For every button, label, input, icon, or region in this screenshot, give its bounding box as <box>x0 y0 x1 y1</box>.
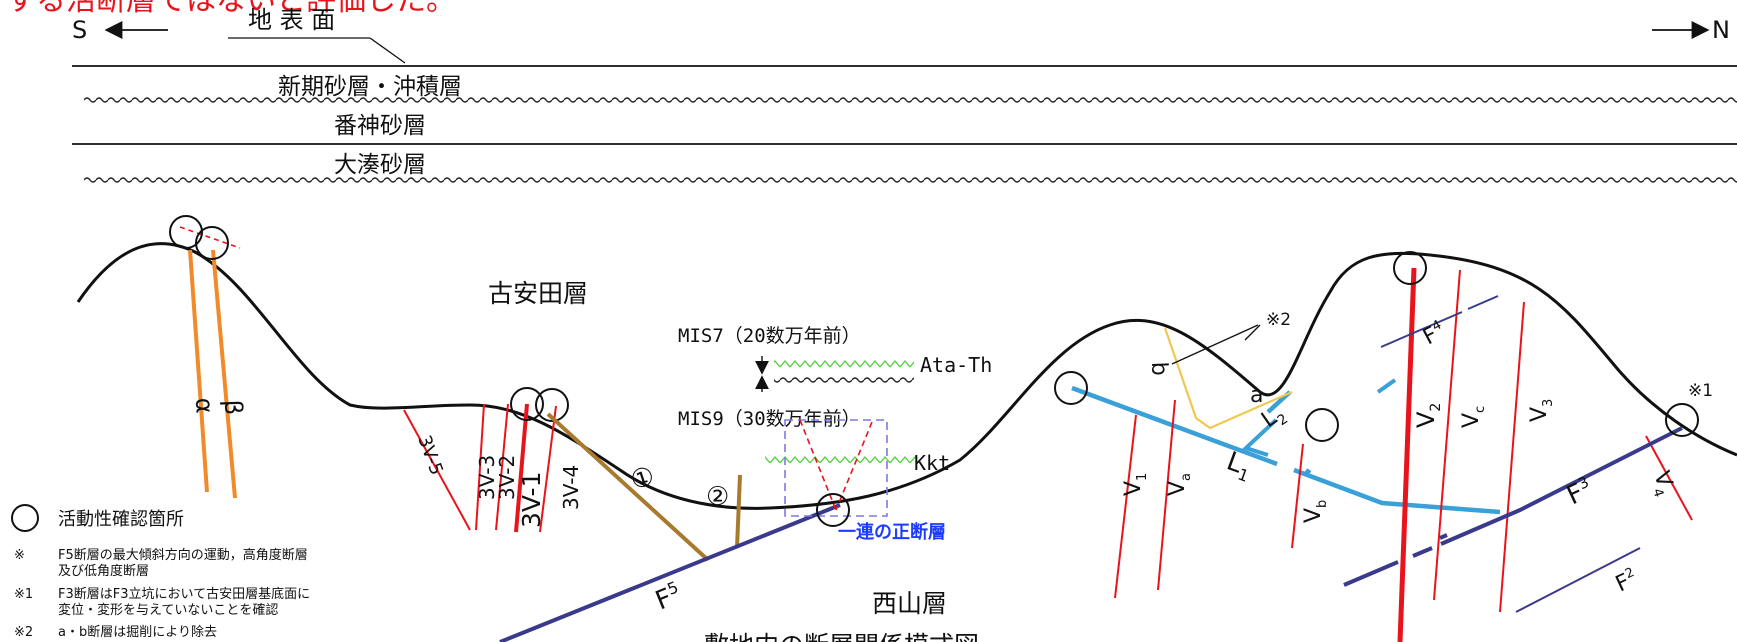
b-leader <box>1171 324 1259 365</box>
activity-check-circle-l1 <box>1054 371 1088 405</box>
surface-leader <box>369 37 406 64</box>
activity-check-circle-3v4 <box>535 388 569 422</box>
fault-3v5 <box>403 409 471 531</box>
activity-check-circle-beta <box>195 226 229 260</box>
beta-label: β <box>219 399 248 415</box>
l1-fault-segment <box>1304 468 1312 475</box>
alpha-beta-dashed-link <box>179 226 241 249</box>
legend-note1-mark: ※1 <box>14 587 33 602</box>
surface-label: 地 表 面 <box>248 6 335 34</box>
legend-note2-mark: ※2 <box>14 625 33 640</box>
newer-sand-label: 新期砂層・沖積層 <box>278 74 462 100</box>
activity-check-circle-l2 <box>1305 408 1339 442</box>
north-label: N <box>1712 16 1730 44</box>
figure-caption: 敷地内の断層関係模式図 <box>704 631 979 642</box>
mis7-label: MIS7（20数万年前） <box>678 325 861 347</box>
nishiyama-label: 西山層 <box>872 589 947 618</box>
alpha-fault <box>188 249 209 493</box>
mis-unconformity <box>774 376 914 384</box>
v2-label: V2 <box>1412 403 1444 428</box>
header-note: する活断層ではないと評価した。 <box>6 0 456 18</box>
beta-fault <box>211 249 237 499</box>
v4-label: V4 <box>1644 468 1679 499</box>
kkt-tephra <box>765 455 917 463</box>
nishiyama-top-boundary <box>76 242 1737 510</box>
legend-circle-icon <box>11 504 39 532</box>
fault-3v1 <box>514 403 529 533</box>
note2-mark: ※2 <box>1266 310 1291 330</box>
fault-2-label: ② <box>706 482 729 512</box>
legend-note1-line2: 変位・変形を与えていないことを確認 <box>58 602 278 618</box>
vb-label: Vb <box>1301 500 1330 523</box>
dashed-normal-fault-left <box>799 419 837 511</box>
v3-label: V3 <box>1527 399 1556 422</box>
furuyasuda-label: 古安田層 <box>488 279 588 308</box>
activity-check-circle-v2 <box>1393 251 1427 285</box>
ata-th-label: Ata-Th <box>920 353 992 377</box>
fault-3v4 <box>539 405 557 533</box>
fault-2 <box>735 474 742 549</box>
detail-dashed-box <box>784 419 888 517</box>
legend-note0-mark: ※ <box>14 548 25 563</box>
f5-fault <box>499 503 841 642</box>
f3-fault <box>1343 426 1683 587</box>
l2-fault-lower <box>1242 418 1278 457</box>
v2-fault <box>1397 267 1417 642</box>
f4-fault <box>1380 295 1499 348</box>
normal-fault-series-label: 一連の正断層 <box>838 521 946 543</box>
dashed-normal-fault-right <box>835 421 873 511</box>
f2-fault <box>1515 547 1641 613</box>
note1-mark: ※1 <box>1688 381 1713 401</box>
v1-fault <box>1114 414 1137 599</box>
f4-label: F4 <box>1419 318 1450 351</box>
activity-check-circle-f3 <box>1665 403 1699 437</box>
f3-fault-fragment <box>1439 533 1448 540</box>
v4-fault <box>1645 435 1693 521</box>
vb-fault <box>1291 443 1304 549</box>
fault-1 <box>546 412 710 562</box>
fault-3v4-label: 3V-4 <box>559 465 583 510</box>
vc-fault <box>1433 269 1461 601</box>
fault-3v3 <box>475 403 485 531</box>
legend-note2-line1: a・b断層は掘削により除去 <box>58 625 217 640</box>
a-leader <box>1244 324 1261 341</box>
legend-circle-label: 活動性確認箇所 <box>58 509 184 530</box>
v1-label: V1 <box>1121 473 1150 496</box>
unconformity-1 <box>84 97 1737 105</box>
legend-note0-line2: 及び低角度断層 <box>58 563 149 579</box>
a-label: a <box>1250 383 1263 408</box>
alpha-label: α <box>190 397 219 414</box>
fault-3v2-label: 3V-2 <box>495 455 519 500</box>
activity-check-circle-alpha <box>169 215 203 249</box>
legend-note0-line1: F5断層の最大傾斜方向の運動，高角度断層 <box>58 547 308 563</box>
ata-th-tephra <box>774 360 914 368</box>
b-label: b <box>1146 361 1171 376</box>
fault-3v2 <box>495 403 509 531</box>
south-label: S <box>72 16 87 44</box>
activity-check-circle-3v1 <box>510 387 544 421</box>
kkt-label: Kkt <box>914 451 950 475</box>
unconformity-2 <box>84 175 1737 183</box>
vc-label: Vc <box>1459 406 1488 428</box>
f3-label: F3 <box>1562 473 1597 511</box>
ab-faults <box>1163 327 1293 430</box>
mis9-label: MIS9（30数万年前） <box>678 408 861 430</box>
activity-check-circle-f5 <box>816 493 850 527</box>
fault-3v3-label: 3V-3 <box>475 455 499 500</box>
l1-fault <box>1071 385 1501 515</box>
l-fault-fragment <box>1376 378 1397 394</box>
banjin-sand-label: 番神砂層 <box>334 113 426 139</box>
fault-3v5-label: 3V-5 <box>413 433 447 478</box>
legend-note1-line1: F3断層はF3立坑において古安田層基底面に <box>58 586 310 602</box>
ominato-sand-label: 大湊砂層 <box>334 152 426 178</box>
va-fault <box>1157 399 1176 591</box>
v3-fault <box>1499 301 1525 613</box>
f2-label: F2 <box>1612 565 1642 597</box>
fault-3v1-label: 3V-1 <box>517 472 546 528</box>
va-label: Va <box>1165 473 1194 496</box>
f5-label: F5 <box>651 577 686 616</box>
